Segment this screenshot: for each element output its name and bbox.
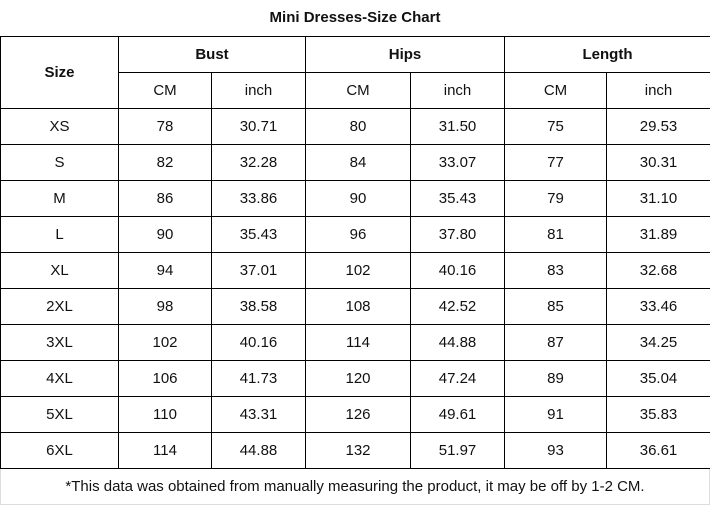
value-cell: 120 <box>305 360 411 397</box>
value-cell: 30.31 <box>606 144 710 181</box>
table-row: L 90 35.43 96 37.80 81 31.89 <box>0 216 710 253</box>
size-header: Size <box>0 36 119 109</box>
size-cell: L <box>0 216 119 253</box>
hips-header: Hips <box>304 36 506 73</box>
table-row: 2XL 98 38.58 108 42.52 85 33.46 <box>0 288 710 325</box>
value-cell: 31.89 <box>606 216 710 253</box>
value-cell: 98 <box>118 288 212 325</box>
value-cell: 31.50 <box>409 108 506 145</box>
length-header: Length <box>504 36 710 73</box>
value-cell: 114 <box>305 324 411 361</box>
value-cell: 40.16 <box>211 324 306 361</box>
unit-header: CM <box>118 72 212 109</box>
value-cell: 35.04 <box>606 360 710 397</box>
table-row: 4XL 106 41.73 120 47.24 89 35.04 <box>0 360 710 397</box>
value-cell: 29.53 <box>606 108 710 145</box>
value-cell: 33.46 <box>606 288 710 325</box>
value-cell: 82 <box>118 144 212 181</box>
size-cell: S <box>0 144 119 181</box>
table-row: XS 78 30.71 80 31.50 75 29.53 <box>0 108 710 145</box>
size-cell: 2XL <box>0 288 119 325</box>
unit-header: CM <box>504 72 608 109</box>
value-cell: 96 <box>305 216 411 253</box>
value-cell: 33.07 <box>409 144 506 181</box>
value-cell: 47.24 <box>409 360 506 397</box>
value-cell: 110 <box>118 396 212 433</box>
table-row: M 86 33.86 90 35.43 79 31.10 <box>0 180 710 217</box>
value-cell: 31.10 <box>606 180 710 217</box>
size-cell: 4XL <box>0 360 119 397</box>
value-cell: 32.28 <box>211 144 306 181</box>
value-cell: 35.83 <box>606 396 710 433</box>
table-row: 3XL 102 40.16 114 44.88 87 34.25 <box>0 324 710 361</box>
value-cell: 37.01 <box>211 252 306 289</box>
value-cell: 42.52 <box>409 288 506 325</box>
value-cell: 80 <box>305 108 411 145</box>
value-cell: 81 <box>504 216 608 253</box>
unit-header: CM <box>305 72 411 109</box>
value-cell: 83 <box>504 252 608 289</box>
value-cell: 38.58 <box>211 288 306 325</box>
value-cell: 87 <box>504 324 608 361</box>
value-cell: 102 <box>118 324 212 361</box>
value-cell: 132 <box>305 432 411 469</box>
value-cell: 78 <box>118 108 212 145</box>
value-cell: 35.43 <box>409 180 506 217</box>
unit-header: inch <box>606 72 710 109</box>
value-cell: 41.73 <box>211 360 306 397</box>
value-cell: 85 <box>504 288 608 325</box>
value-cell: 86 <box>118 180 212 217</box>
value-cell: 49.61 <box>409 396 506 433</box>
value-cell: 84 <box>305 144 411 181</box>
table-row: 6XL 114 44.88 132 51.97 93 36.61 <box>0 432 710 469</box>
size-cell: 6XL <box>0 432 119 469</box>
value-cell: 51.97 <box>409 432 506 469</box>
size-cell: XS <box>0 108 119 145</box>
footnote: *This data was obtained from manually me… <box>0 469 710 505</box>
value-cell: 94 <box>118 252 212 289</box>
value-cell: 30.71 <box>211 108 306 145</box>
unit-header: inch <box>409 72 506 109</box>
value-cell: 44.88 <box>409 324 506 361</box>
unit-header: inch <box>211 72 306 109</box>
value-cell: 34.25 <box>606 324 710 361</box>
value-cell: 106 <box>118 360 212 397</box>
table-row: S 82 32.28 84 33.07 77 30.31 <box>0 144 710 181</box>
value-cell: 77 <box>504 144 608 181</box>
value-cell: 40.16 <box>409 252 506 289</box>
size-cell: XL <box>0 252 119 289</box>
size-cell: 5XL <box>0 396 119 433</box>
value-cell: 36.61 <box>606 432 710 469</box>
bust-header: Bust <box>118 36 306 73</box>
value-cell: 102 <box>305 252 411 289</box>
size-table: Size Bust Hips Length CM inch CM inch CM inch… <box>0 36 710 469</box>
table-row: XL 94 37.01 102 40.16 83 32.68 <box>0 252 710 289</box>
value-cell: 35.43 <box>211 216 306 253</box>
value-cell: 79 <box>504 180 608 217</box>
chart-title: Mini Dresses-Size Chart <box>269 9 441 26</box>
value-cell: 90 <box>118 216 212 253</box>
value-cell: 91 <box>504 396 608 433</box>
value-cell: 89 <box>504 360 608 397</box>
value-cell: 93 <box>504 432 608 469</box>
value-cell: 126 <box>305 396 411 433</box>
value-cell: 44.88 <box>211 432 306 469</box>
table-row: 5XL 110 43.31 126 49.61 91 35.83 <box>0 396 710 433</box>
value-cell: 43.31 <box>211 396 306 433</box>
value-cell: 114 <box>118 432 212 469</box>
value-cell: 33.86 <box>211 180 306 217</box>
value-cell: 75 <box>504 108 608 145</box>
value-cell: 90 <box>305 180 411 217</box>
value-cell: 32.68 <box>606 252 710 289</box>
value-cell: 108 <box>305 288 411 325</box>
size-cell: 3XL <box>0 324 119 361</box>
value-cell: 37.80 <box>409 216 506 253</box>
size-cell: M <box>0 180 119 217</box>
